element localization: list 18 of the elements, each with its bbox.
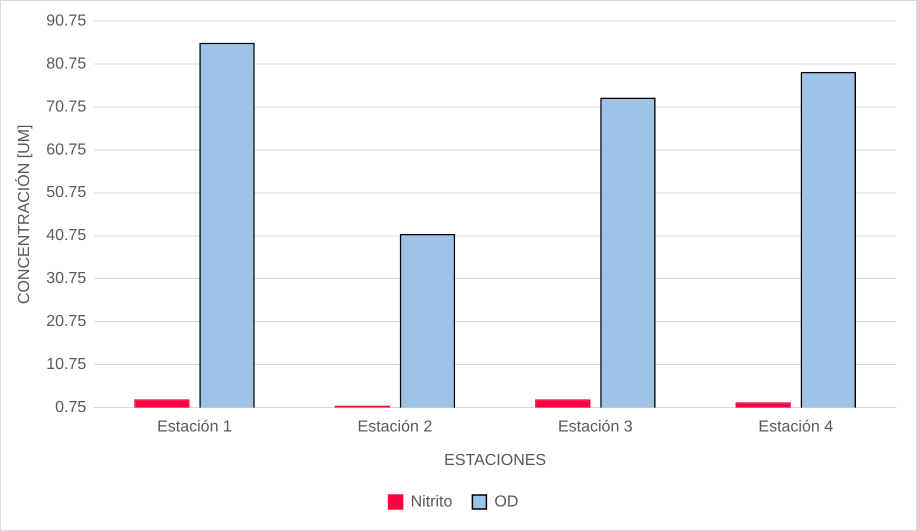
y-tick-label: 70.75 [46,98,86,116]
y-tick-label: 40.75 [46,227,86,244]
legend-label: OD [494,493,518,510]
legend-label: Nitrito [410,493,452,510]
y-tick-label: 30.75 [46,270,86,288]
y-tick-label: 80.75 [46,55,86,72]
y-tick-label: 0.75 [55,399,86,416]
x-tick-label: Estación 3 [558,418,633,436]
x-tick-label: Estación 4 [758,418,834,436]
y-tick-label: 10.75 [46,356,86,374]
y-tick-label: 20.75 [46,313,86,330]
y-axis-title: CONCENTRACIÓN [UM] [15,124,34,304]
x-tick-label: Estación 2 [358,418,432,436]
y-tick-label: 90.75 [46,12,86,30]
x-tick-label: Estación 1 [157,418,232,436]
y-tick-label: 60.75 [46,141,86,158]
y-tick-label: 50.75 [46,184,86,202]
x-axis-title: ESTACIONES [444,452,546,469]
